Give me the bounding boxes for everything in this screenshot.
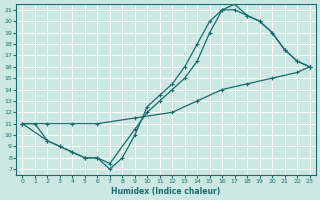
X-axis label: Humidex (Indice chaleur): Humidex (Indice chaleur) — [111, 187, 221, 196]
